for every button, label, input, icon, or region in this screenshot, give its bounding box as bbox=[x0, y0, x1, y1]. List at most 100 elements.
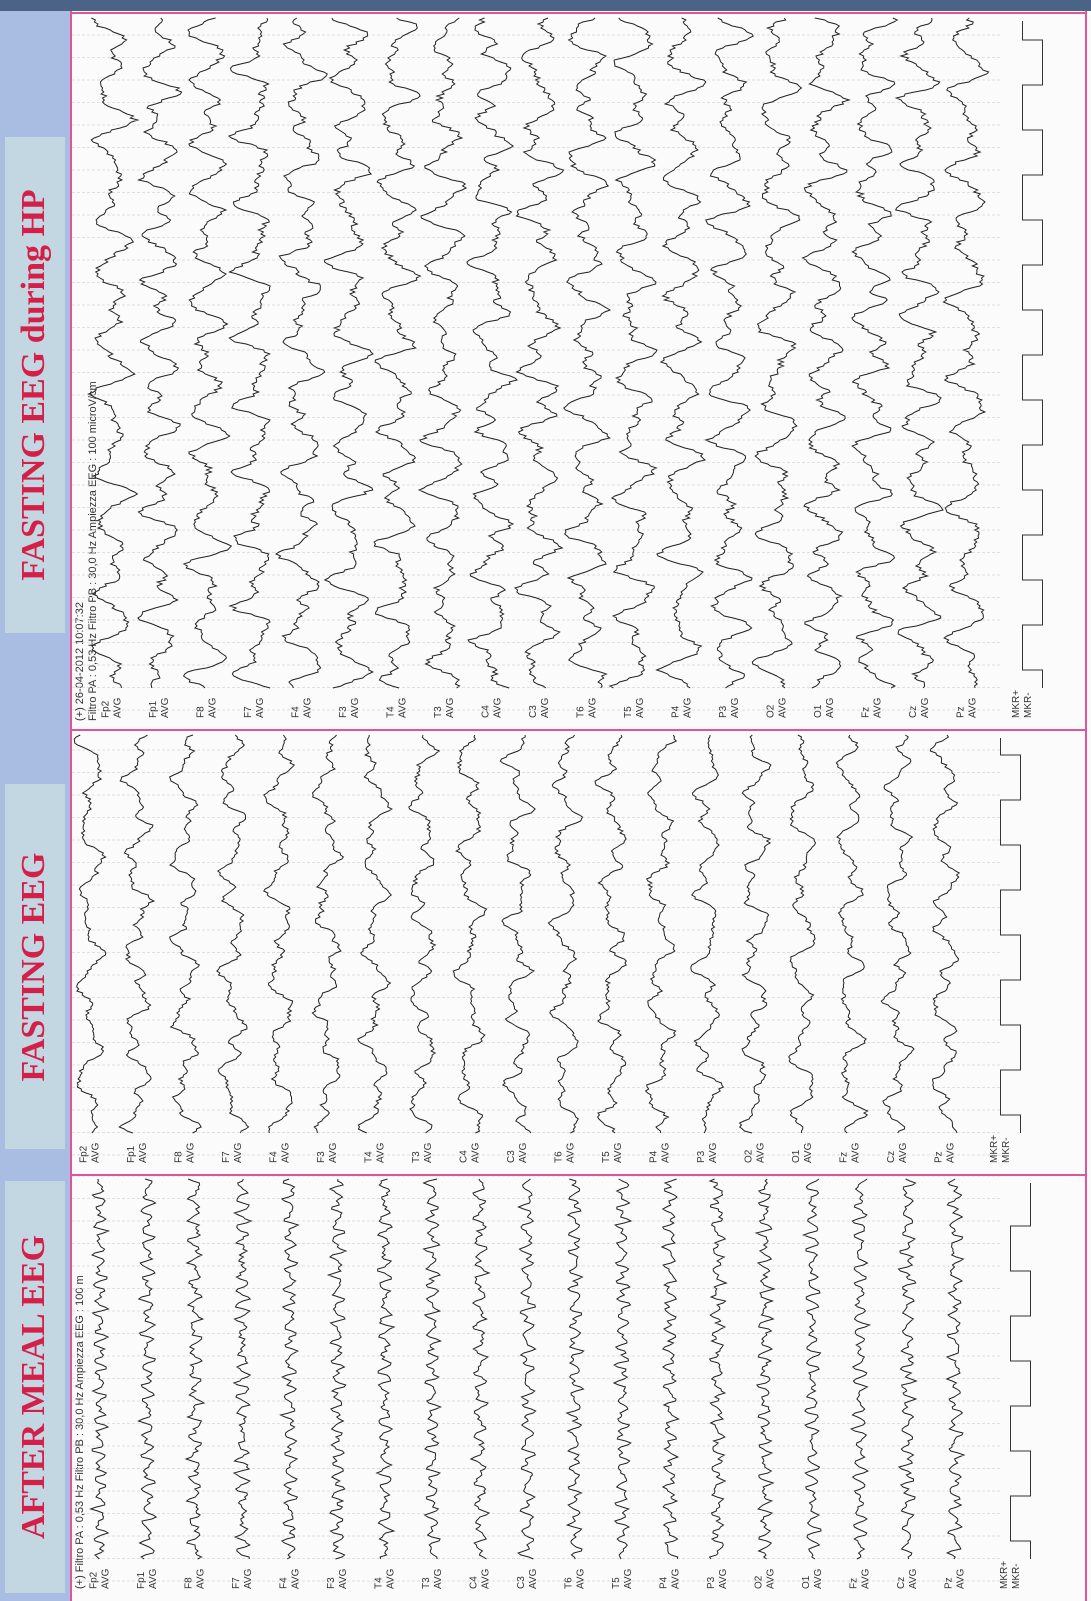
channel-ref: AVG bbox=[766, 1568, 777, 1589]
top-band bbox=[0, 0, 1091, 11]
channel-ref: AVG bbox=[908, 1568, 919, 1589]
channel-name: F4 bbox=[291, 706, 302, 718]
channel-ref: AVG bbox=[423, 1142, 434, 1163]
channel-name: O1 bbox=[801, 1575, 812, 1589]
channel-ref: AVG bbox=[803, 1142, 814, 1163]
channel-ref: AVG bbox=[186, 1142, 197, 1163]
channel-ref: AVG bbox=[661, 1142, 672, 1163]
channel-ref: AVG bbox=[386, 1568, 397, 1589]
channel-ref: AVG bbox=[730, 697, 741, 718]
marker-label: MKR- bbox=[1011, 1563, 1022, 1589]
channel-name: C3 bbox=[516, 1576, 527, 1589]
channel-ref: AVG bbox=[376, 1142, 387, 1163]
channel-name: Fz bbox=[839, 1152, 850, 1163]
channel-name: Fp1 bbox=[148, 700, 159, 718]
channel-name: T6 bbox=[564, 1577, 575, 1589]
channel-ref: AVG bbox=[528, 1568, 539, 1589]
channel-ref: AVG bbox=[101, 1568, 112, 1589]
channel-ref: AVG bbox=[588, 697, 599, 718]
channel-name: Fz bbox=[849, 1578, 860, 1589]
channel-ref: AVG bbox=[898, 1142, 909, 1163]
channel-ref: AVG bbox=[920, 697, 931, 718]
channel-name: Cz bbox=[908, 706, 919, 718]
channel-name: P3 bbox=[718, 705, 729, 718]
channel-name: T4 bbox=[364, 1151, 375, 1163]
channel-ref: AVG bbox=[613, 1142, 624, 1163]
channel-ref: AVG bbox=[873, 697, 884, 718]
channel-ref: AVG bbox=[518, 1142, 529, 1163]
channel-name: Fp1 bbox=[126, 1145, 137, 1163]
channel-ref: AVG bbox=[433, 1568, 444, 1589]
marker-label: MKR- bbox=[1001, 1137, 1012, 1163]
channel-ref: AVG bbox=[160, 697, 171, 718]
channel-name: P3 bbox=[696, 1150, 707, 1163]
channel-ref: AVG bbox=[566, 1142, 577, 1163]
channel-name: F3 bbox=[338, 706, 349, 718]
channel-ref: AVG bbox=[398, 697, 409, 718]
channel-name: F4 bbox=[279, 1577, 290, 1589]
channel-name: O2 bbox=[754, 1575, 765, 1589]
channel-name: P4 bbox=[671, 705, 682, 718]
channel-name: O2 bbox=[744, 1149, 755, 1163]
channel-name: Cz bbox=[886, 1151, 897, 1163]
channel-ref: AVG bbox=[683, 697, 694, 718]
channel-name: P4 bbox=[659, 1576, 670, 1589]
channel-ref: AVG bbox=[968, 697, 979, 718]
channel-name: T5 bbox=[601, 1151, 612, 1163]
panel-title: AFTER MEAL EEG bbox=[15, 1235, 52, 1539]
channel-ref: AVG bbox=[861, 1568, 872, 1589]
channel-name: O1 bbox=[813, 704, 824, 718]
channel-name: F4 bbox=[269, 1151, 280, 1163]
channel-ref: AVG bbox=[481, 1568, 492, 1589]
channel-ref: AVG bbox=[255, 697, 266, 718]
channel-ref: AVG bbox=[493, 697, 504, 718]
marker-label: MKR+ bbox=[989, 1135, 1000, 1163]
channel-name: F7 bbox=[231, 1577, 242, 1589]
channel-name: Pz bbox=[944, 1577, 955, 1589]
channel-name: T3 bbox=[411, 1151, 422, 1163]
channel-ref: AVG bbox=[540, 697, 551, 718]
channel-name: T4 bbox=[386, 706, 397, 718]
channel-name: C4 bbox=[459, 1150, 470, 1163]
channel-ref: AVG bbox=[445, 697, 456, 718]
channel-name: C3 bbox=[528, 705, 539, 718]
channel-ref: AVG bbox=[113, 697, 124, 718]
channel-ref: AVG bbox=[138, 1142, 149, 1163]
channel-name: T3 bbox=[421, 1577, 432, 1589]
channel-ref: AVG bbox=[148, 1568, 159, 1589]
channel-name: F3 bbox=[316, 1151, 327, 1163]
channel-name: F8 bbox=[196, 706, 207, 718]
recording-header: Filtro PA : 0,53 Hz Filtro PB : 30,0 Hz … bbox=[87, 381, 99, 721]
channel-ref: AVG bbox=[813, 1568, 824, 1589]
channel-ref: AVG bbox=[328, 1142, 339, 1163]
channel-name: Pz bbox=[956, 706, 967, 718]
channel-ref: AVG bbox=[471, 1142, 482, 1163]
eeg-figure: AFTER MEAL EEG FASTING EEG FASTING EEG d… bbox=[0, 0, 1091, 1601]
channel-ref: AVG bbox=[291, 1568, 302, 1589]
channel-ref: AVG bbox=[196, 1568, 207, 1589]
channel-name: T6 bbox=[554, 1151, 565, 1163]
channel-name: T3 bbox=[433, 706, 444, 718]
channel-name: T6 bbox=[576, 706, 587, 718]
channel-ref: AVG bbox=[956, 1568, 967, 1589]
channel-name: Fp2 bbox=[79, 1145, 90, 1163]
channel-name: F8 bbox=[174, 1151, 185, 1163]
paper bbox=[70, 11, 1091, 1601]
channel-ref: AVG bbox=[91, 1142, 102, 1163]
channel-ref: AVG bbox=[338, 1568, 349, 1589]
channel-name: Fz bbox=[861, 707, 872, 718]
channel-ref: AVG bbox=[635, 697, 646, 718]
channel-name: Fp2 bbox=[89, 1571, 100, 1589]
channel-name: C4 bbox=[469, 1576, 480, 1589]
page: AFTER MEAL EEG FASTING EEG FASTING EEG d… bbox=[0, 0, 1091, 1601]
channel-ref: AVG bbox=[576, 1568, 587, 1589]
channel-ref: AVG bbox=[825, 697, 836, 718]
channel-ref: AVG bbox=[946, 1142, 957, 1163]
marker-label: MKR+ bbox=[999, 1561, 1010, 1589]
channel-ref: AVG bbox=[718, 1568, 729, 1589]
channel-ref: AVG bbox=[243, 1568, 254, 1589]
channel-name: O2 bbox=[766, 704, 777, 718]
channel-ref: AVG bbox=[623, 1568, 634, 1589]
channel-ref: AVG bbox=[851, 1142, 862, 1163]
channel-name: Fp1 bbox=[136, 1571, 147, 1589]
